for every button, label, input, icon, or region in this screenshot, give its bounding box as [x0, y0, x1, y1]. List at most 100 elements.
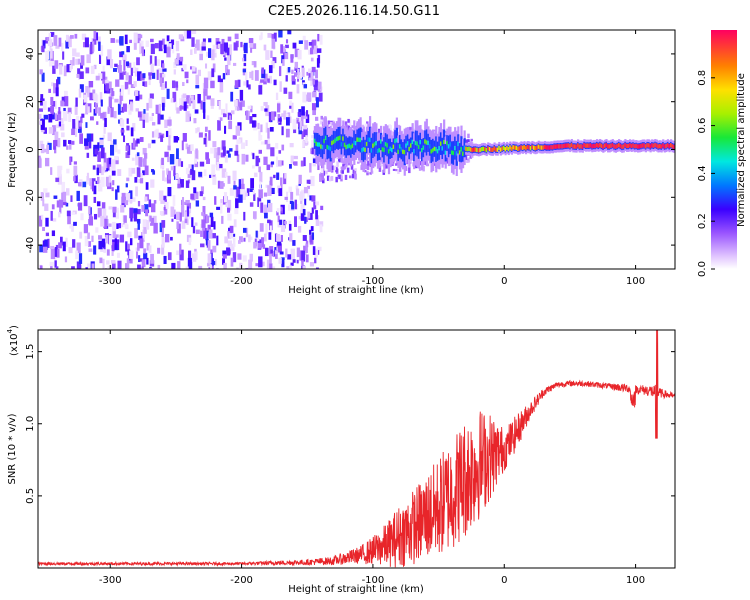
spectrogram-cell	[302, 265, 306, 269]
spectrogram-cell	[83, 94, 88, 103]
spectrogram-cell	[115, 157, 119, 165]
spectrogram-cell	[162, 73, 166, 78]
spectrogram-cell	[76, 73, 80, 78]
spectrogram-cell	[292, 240, 296, 246]
spectrogram-cell	[125, 145, 129, 152]
spectrogram-cell	[340, 166, 344, 170]
spectrogram-cell	[233, 219, 237, 228]
spectrogram-cell	[164, 151, 169, 158]
spectrogram-cell	[409, 127, 412, 130]
spectrogram-cell	[170, 206, 175, 217]
spectrogram-cell	[210, 80, 215, 89]
spectrogram-cell	[42, 246, 48, 253]
spectrogram-cell	[96, 164, 102, 174]
spectrogram-cell	[144, 165, 149, 176]
spectrogram-cell	[301, 67, 305, 78]
spectrogram-cell	[130, 127, 134, 137]
spectrogram-cell	[99, 257, 103, 264]
spectrogram-carrier-core	[632, 143, 635, 148]
spectrogram-cell	[158, 40, 163, 52]
spectrogram-cell	[248, 84, 251, 90]
spectrogram-carrier-core	[498, 145, 501, 151]
spectrogram-cell	[135, 186, 138, 197]
spectrogram-carrier-core	[490, 147, 493, 152]
spectrogram-cell	[289, 142, 294, 148]
spectrogram-carrier-core	[510, 146, 514, 151]
spectrogram-cell	[137, 111, 142, 118]
spectrogram-cell	[305, 135, 308, 144]
spectrogram-carrier-core	[509, 145, 512, 150]
spectrogram-cell	[346, 167, 350, 173]
spectrogram-cell	[185, 199, 190, 204]
spectrogram-carrier-core	[398, 144, 402, 149]
spectrogram-cell	[224, 125, 227, 134]
spectrogram-cell	[39, 140, 44, 146]
spectrogram-cell	[181, 94, 186, 106]
spectrogram-cell	[148, 98, 153, 109]
spectrogram-cell	[142, 147, 147, 155]
spectrogram-carrier-core	[578, 144, 581, 149]
spectrogram-cell	[131, 157, 135, 161]
spectrogram-carrier-core	[351, 143, 354, 148]
spectrogram-cell	[201, 41, 206, 47]
spectrogram-cell	[470, 138, 473, 142]
spectrogram-cell	[211, 68, 215, 78]
spectrogram-carrier-core	[523, 144, 526, 150]
spectrogram-cell	[130, 67, 133, 76]
spectrogram-cell	[97, 183, 103, 192]
spectrogram-cell	[129, 250, 134, 259]
spectrogram-carrier-core	[477, 148, 480, 153]
spectrogram-cell	[261, 67, 265, 74]
spectrogram-cell	[258, 85, 263, 95]
spectrogram-carrier-core	[586, 143, 589, 148]
spectrogram-cell	[243, 54, 247, 62]
spectrogram-cell	[253, 61, 257, 68]
spectrogram-carrier-core	[439, 141, 443, 146]
spectrogram-cell	[132, 138, 136, 149]
spectrogram-cell	[223, 262, 227, 269]
spectrogram-cell	[301, 260, 304, 267]
spectrogram-cell	[125, 72, 129, 81]
spectrogram-cell	[130, 101, 133, 111]
spectrogram-cell	[93, 185, 97, 195]
spectrogram-cell	[66, 268, 70, 269]
spectrogram-cell	[291, 201, 295, 210]
spectrogram-cell	[150, 253, 154, 264]
spectrogram-cell	[343, 166, 347, 170]
spectrogram-cell	[208, 38, 212, 43]
spectrogram-cell	[61, 181, 66, 193]
spectrogram-cell	[138, 255, 141, 263]
spectrogram-cell	[344, 121, 348, 126]
spectrogram-cell	[270, 50, 273, 58]
spectrogram-cell	[204, 133, 207, 139]
spectrogram-cell	[69, 60, 73, 70]
spectrogram-cell	[404, 165, 408, 171]
spectrogram-cell	[55, 113, 58, 120]
spectrogram-cell	[253, 241, 257, 249]
spectrogram-carrier-core	[614, 144, 618, 149]
spectrogram-cell	[67, 107, 72, 114]
spectrogram-cell	[48, 127, 54, 134]
spectrogram-cell	[271, 33, 276, 42]
spectrogram-cell	[202, 196, 206, 201]
spectrogram-cell	[62, 201, 67, 206]
spectrogram-cell	[121, 51, 125, 55]
spectrogram-cell	[72, 119, 76, 129]
spectrogram-cell	[263, 73, 268, 82]
spectrogram-cell	[233, 185, 237, 190]
spectrogram-cell	[126, 177, 130, 182]
spectrogram-cell	[210, 147, 215, 154]
spectrogram-cell	[170, 98, 174, 103]
spectrogram-carrier-core	[430, 149, 433, 154]
spectrogram-carrier-core	[479, 147, 482, 153]
spectrogram-cell	[103, 152, 107, 164]
spectrogram-cell	[319, 86, 323, 91]
spectrogram-cell	[188, 97, 192, 107]
spectrogram-carrier-core	[361, 148, 364, 153]
spectrogram-cell	[224, 65, 229, 73]
spectrogram-cell	[263, 204, 268, 214]
spectrogram-cell	[287, 67, 291, 73]
spectrogram-cell	[203, 88, 208, 96]
spectrogram-cell	[112, 221, 116, 232]
spectrogram-cell	[97, 73, 103, 79]
